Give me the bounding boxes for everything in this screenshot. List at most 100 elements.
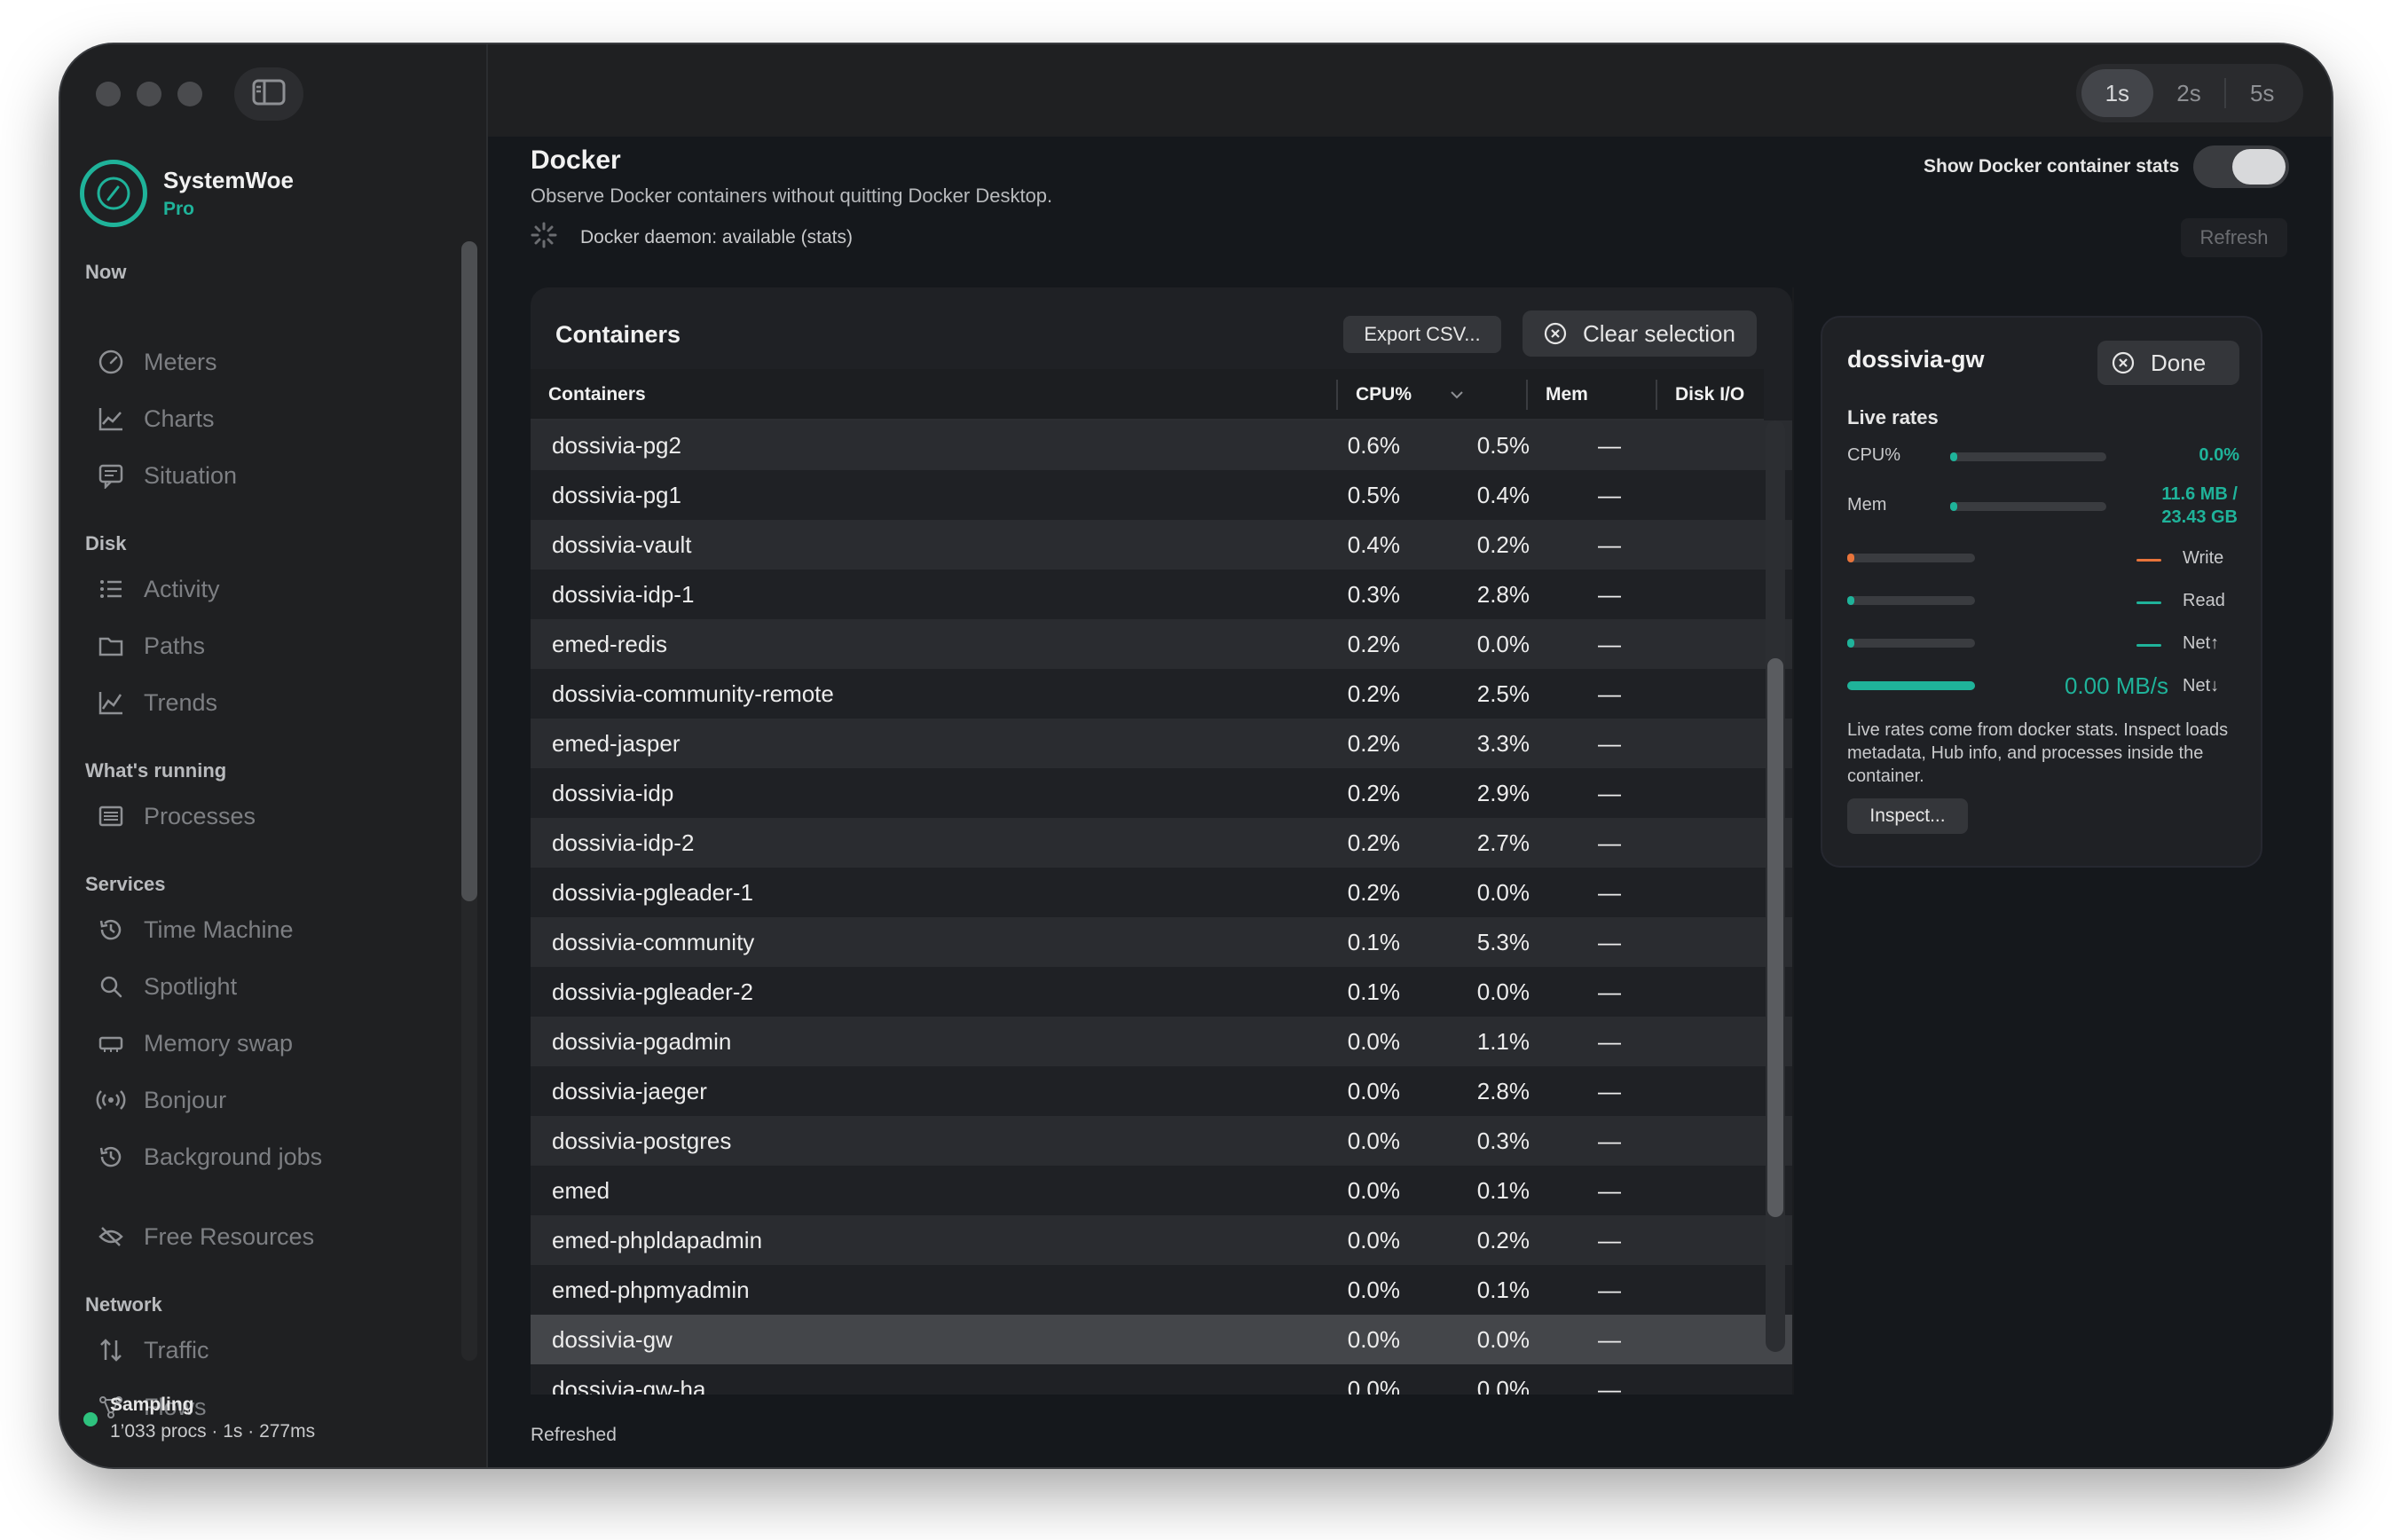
table-vertical-scrollbar-thumb[interactable] — [1767, 658, 1783, 1217]
titlebar: 1s 2s 5s — [488, 44, 2332, 137]
sort-descending-icon — [1449, 389, 1465, 400]
cell-name: emed — [552, 1176, 610, 1204]
cell-disk-io: — — [1598, 929, 1621, 955]
sidebar-item-processes[interactable]: Processes — [96, 793, 451, 839]
interval-5s-button[interactable]: 5s — [2249, 79, 2275, 106]
cell-mem: 2.8% — [1476, 1078, 1530, 1104]
cell-mem: 0.0% — [1476, 1376, 1530, 1395]
column-header-name[interactable]: Containers — [548, 384, 646, 405]
net-down-legend-label: Net↓ — [2183, 676, 2220, 695]
table-row[interactable]: emed 0.0% 0.1% — — [531, 1166, 1792, 1215]
cell-cpu: 0.2% — [1347, 730, 1400, 757]
close-window-button[interactable] — [96, 82, 121, 106]
mem-rate-bar-fill — [1950, 502, 1957, 511]
live-rates-heading: Live rates — [1847, 406, 1939, 428]
sidebar-item-charts[interactable]: Charts — [96, 396, 451, 442]
section-network: Network — [85, 1293, 162, 1316]
container-inspector-panel: dossivia-gw Done Live rates CPU% 0.0% Me… — [1821, 316, 2262, 868]
table-row[interactable]: dossivia-pgleader-2 0.1% 0.0% — — [531, 967, 1792, 1017]
done-label: Done — [2151, 349, 2207, 376]
inspect-button[interactable]: Inspect... — [1847, 798, 1968, 834]
sidebar-item-situation[interactable]: Situation — [96, 452, 451, 499]
clear-selection-label: Clear selection — [1583, 319, 1735, 347]
write-legend-swatch — [2136, 559, 2161, 562]
net-up-rate-bar — [1847, 639, 1975, 648]
table-row[interactable]: emed-redis 0.2% 0.0% — — [531, 619, 1792, 669]
sidebar-item-bonjour[interactable]: Bonjour — [96, 1077, 451, 1123]
minimize-window-button[interactable] — [137, 82, 161, 106]
circle-x-icon — [2110, 350, 2136, 376]
sidebar-item-free-resources[interactable]: Free Resources — [96, 1214, 451, 1260]
table-row[interactable]: dossivia-gw 0.0% 0.0% — — [531, 1315, 1792, 1364]
cell-name: dossivia-pgadmin — [552, 1027, 732, 1055]
cell-mem: 0.2% — [1476, 531, 1530, 558]
table-row[interactable]: dossivia-postgres 0.0% 0.3% — — [531, 1116, 1792, 1166]
sidebar-item-spotlight[interactable]: Spotlight — [96, 963, 451, 1010]
sidebar-item-time-machine[interactable]: Time Machine — [96, 907, 451, 953]
sidebar-item-background-jobs[interactable]: Background jobs — [96, 1134, 451, 1180]
zoom-window-button[interactable] — [177, 82, 202, 106]
interval-2s-button[interactable]: 2s — [2176, 79, 2201, 106]
table-row[interactable]: dossivia-pgadmin 0.0% 1.1% — — [531, 1017, 1792, 1066]
table-row[interactable]: dossivia-community-remote 0.2% 2.5% — — [531, 669, 1792, 719]
cell-cpu: 0.0% — [1347, 1177, 1400, 1204]
section-now: Now — [85, 261, 127, 283]
column-header-disk[interactable]: Disk I/O — [1675, 384, 1745, 405]
broadcast-icon — [96, 1085, 126, 1115]
cell-mem: 0.4% — [1476, 482, 1530, 508]
eye-slash-icon — [96, 1222, 126, 1252]
table-row[interactable]: dossivia-idp 0.2% 2.9% — — [531, 768, 1792, 818]
column-header-cpu[interactable]: CPU% — [1356, 369, 1465, 420]
column-header-mem[interactable]: Mem — [1546, 384, 1588, 405]
sidebar-item-trends[interactable]: Trends — [96, 680, 451, 726]
section-disk: Disk — [85, 532, 127, 554]
column-header-cpu-label: CPU% — [1356, 384, 1412, 405]
done-button[interactable]: Done — [2097, 341, 2239, 385]
cell-disk-io: — — [1598, 1277, 1621, 1303]
sidebar-scrollbar-thumb[interactable] — [461, 241, 477, 901]
app-name: SystemWoe — [163, 167, 294, 193]
trend-chart-icon — [96, 688, 126, 718]
cpu-rate-label: CPU% — [1847, 445, 1901, 465]
table-row[interactable]: dossivia-idp-1 0.3% 2.8% — — [531, 570, 1792, 619]
table-row[interactable]: dossivia-pg2 0.6% 0.5% — — [531, 420, 1792, 470]
cell-name: dossivia-idp-1 — [552, 580, 695, 608]
net-down-rate-bar-fill — [1847, 681, 1975, 690]
cell-cpu: 0.5% — [1347, 482, 1400, 508]
cell-disk-io: — — [1598, 1227, 1621, 1253]
table-row[interactable]: dossivia-idp-2 0.2% 2.7% — — [531, 818, 1792, 868]
cell-disk-io: — — [1598, 631, 1621, 657]
sidebar-item-flows[interactable]: Flows — [96, 1384, 451, 1430]
sidebar-item-meters[interactable]: Meters — [96, 339, 451, 385]
cell-disk-io: — — [1598, 829, 1621, 856]
show-stats-label: Show Docker container stats — [1924, 156, 2180, 177]
cell-disk-io: — — [1598, 1177, 1621, 1204]
export-csv-button[interactable]: Export CSV... — [1343, 316, 1501, 353]
table-row[interactable]: dossivia-pgleader-1 0.2% 0.0% — — [531, 868, 1792, 917]
table-row[interactable]: dossivia-community 0.1% 5.3% — — [531, 917, 1792, 967]
sidebar-icon — [252, 79, 286, 110]
table-row[interactable]: dossivia-pg1 0.5% 0.4% — — [531, 470, 1792, 520]
table-row[interactable]: emed-phpmyadmin 0.0% 0.1% — — [531, 1265, 1792, 1315]
table-row[interactable]: emed-jasper 0.2% 3.3% — — [531, 719, 1792, 768]
search-icon — [96, 971, 126, 1002]
show-stats-toggle[interactable] — [2193, 145, 2289, 188]
section-services: Services — [85, 873, 166, 895]
table-row[interactable]: dossivia-vault 0.4% 0.2% — — [531, 520, 1792, 570]
table-row[interactable]: emed-phpldapadmin 0.0% 0.2% — — [531, 1215, 1792, 1265]
sidebar-item-paths[interactable]: Paths — [96, 623, 451, 669]
interval-1s-button[interactable]: 1s — [2081, 69, 2153, 117]
sidebar-item-activity[interactable]: Activity — [96, 566, 451, 612]
sidebar-item-memory-swap[interactable]: Memory swap — [96, 1020, 451, 1066]
clear-selection-button[interactable]: Clear selection — [1523, 310, 1757, 357]
process-list-icon — [96, 801, 126, 831]
mem-rate-bar — [1950, 502, 2106, 511]
table-row[interactable]: dossivia-jaeger 0.0% 2.8% — — [531, 1066, 1792, 1116]
sidebar-item-traffic[interactable]: Traffic — [96, 1327, 451, 1373]
refresh-button[interactable]: Refresh — [2181, 218, 2287, 257]
sidebar-toggle-button[interactable] — [234, 67, 303, 121]
cell-mem: 2.9% — [1476, 780, 1530, 806]
table-row[interactable]: dossivia-gw-ha 0.0% 0.0% — — [531, 1364, 1792, 1395]
cell-mem: 5.3% — [1476, 929, 1530, 955]
docker-daemon-status: Docker daemon: available (stats) — [580, 227, 853, 248]
